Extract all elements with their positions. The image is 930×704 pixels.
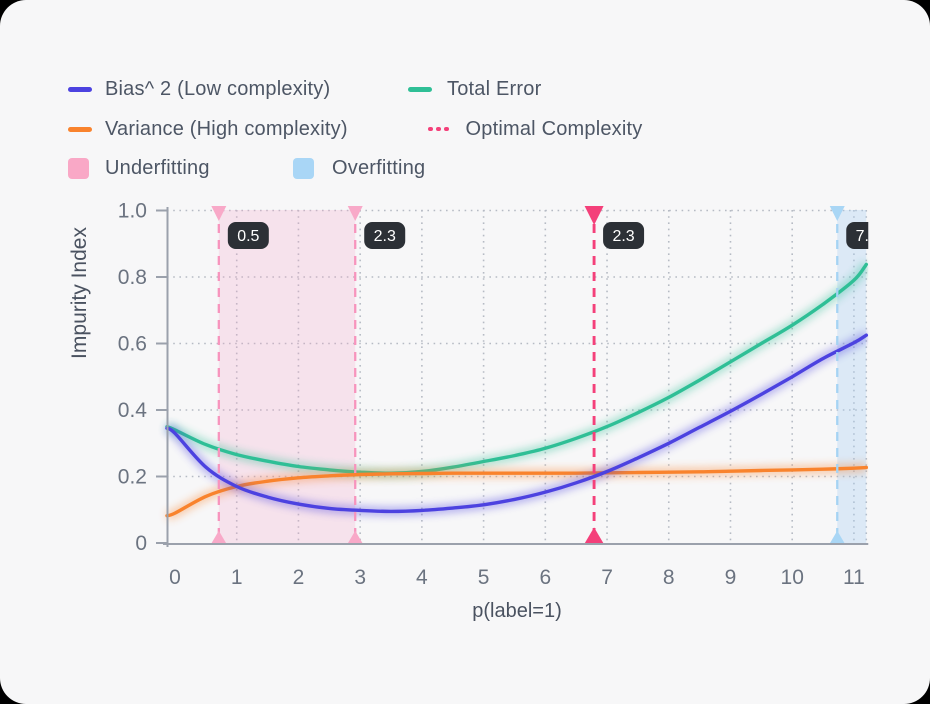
variance-line-swatch-icon <box>68 126 92 132</box>
marker-triangle-bottom <box>211 530 227 544</box>
bias-squared-curve <box>165 333 868 514</box>
marker-value-chip <box>846 222 869 249</box>
legend-item-total-error: Total Error <box>408 76 541 102</box>
marker-triangle-top <box>829 206 845 221</box>
marker-triangle-bottom <box>347 530 363 544</box>
underfitting-swatch-icon <box>68 157 89 179</box>
variance-curve <box>165 465 868 518</box>
legend-item-optimal-complexity: Optimal Complexity <box>428 116 642 142</box>
x-tick-label: 1 <box>231 566 243 589</box>
x-tick-label: 2 <box>293 566 305 589</box>
x-tick-label: 6 <box>539 566 551 589</box>
marker-value-chip <box>227 222 269 249</box>
marker-value-chip <box>364 222 406 249</box>
legend-item-variance: Variance (High complexity) <box>68 116 348 142</box>
y-tick-label: 0.8 <box>118 266 147 289</box>
overfitting-swatch-icon <box>293 157 314 179</box>
dotted-line-swatch-icon <box>428 126 449 132</box>
plot-group: 0.5 2.3 2.3 7.7 <box>156 206 878 547</box>
marker-value-label: 0.5 <box>237 228 259 245</box>
x-tick-label: 8 <box>663 566 675 589</box>
legend-item-underfitting: Underfitting <box>68 155 210 181</box>
x-axis-title: p(label=1) <box>472 600 562 622</box>
x-tick-label: 4 <box>416 566 428 589</box>
x-tick-label: 0 <box>169 566 181 589</box>
y-tick-label: 0.6 <box>118 333 147 356</box>
x-tick-label: 10 <box>781 566 804 589</box>
y-tick-label: 0.4 <box>118 399 148 422</box>
marker-triangle-top <box>584 206 604 225</box>
x-tick-label: 5 <box>478 566 490 589</box>
total-error-curve <box>165 262 868 475</box>
y-axis-title: Impurity Index <box>68 227 91 359</box>
legend-label: Underfitting <box>105 156 210 179</box>
legend-label: Variance (High complexity) <box>105 117 348 140</box>
marker-triangle-bottom <box>584 527 604 544</box>
y-tick-label: 0 <box>135 532 147 555</box>
marker-value-label: 2.3 <box>612 228 634 245</box>
marker-triangle-top <box>211 206 227 221</box>
legend-label: Optimal Complexity <box>465 117 643 140</box>
band-overfitting <box>837 210 867 543</box>
legend-item-bias-squared: Bias^ 2 (Low complexity) <box>68 76 330 102</box>
marker-value-label: 7.7 <box>856 228 878 245</box>
total-error-swatch-icon <box>408 86 432 92</box>
y-tick-label: 1.0 <box>118 200 147 223</box>
legend-label: Total Error <box>447 77 542 100</box>
x-tick-label: 11 <box>843 566 865 589</box>
x-tick-label: 3 <box>354 566 366 589</box>
marker-value-label: 2.3 <box>374 228 396 245</box>
legend-label: Bias^ 2 (Low complexity) <box>105 77 331 100</box>
legend-label: Overfitting <box>332 156 426 179</box>
x-tick-label: 9 <box>725 566 737 589</box>
legend-item-overfitting: Overfitting <box>293 155 425 181</box>
band-underfitting <box>218 210 356 543</box>
marker-triangle-bottom <box>829 530 845 544</box>
bias-line-swatch-icon <box>68 86 92 92</box>
y-tick-label: 0.2 <box>118 466 147 489</box>
marker-value-chip <box>603 222 645 249</box>
x-tick-label: 7 <box>601 566 613 589</box>
marker-triangle-top <box>347 206 363 221</box>
